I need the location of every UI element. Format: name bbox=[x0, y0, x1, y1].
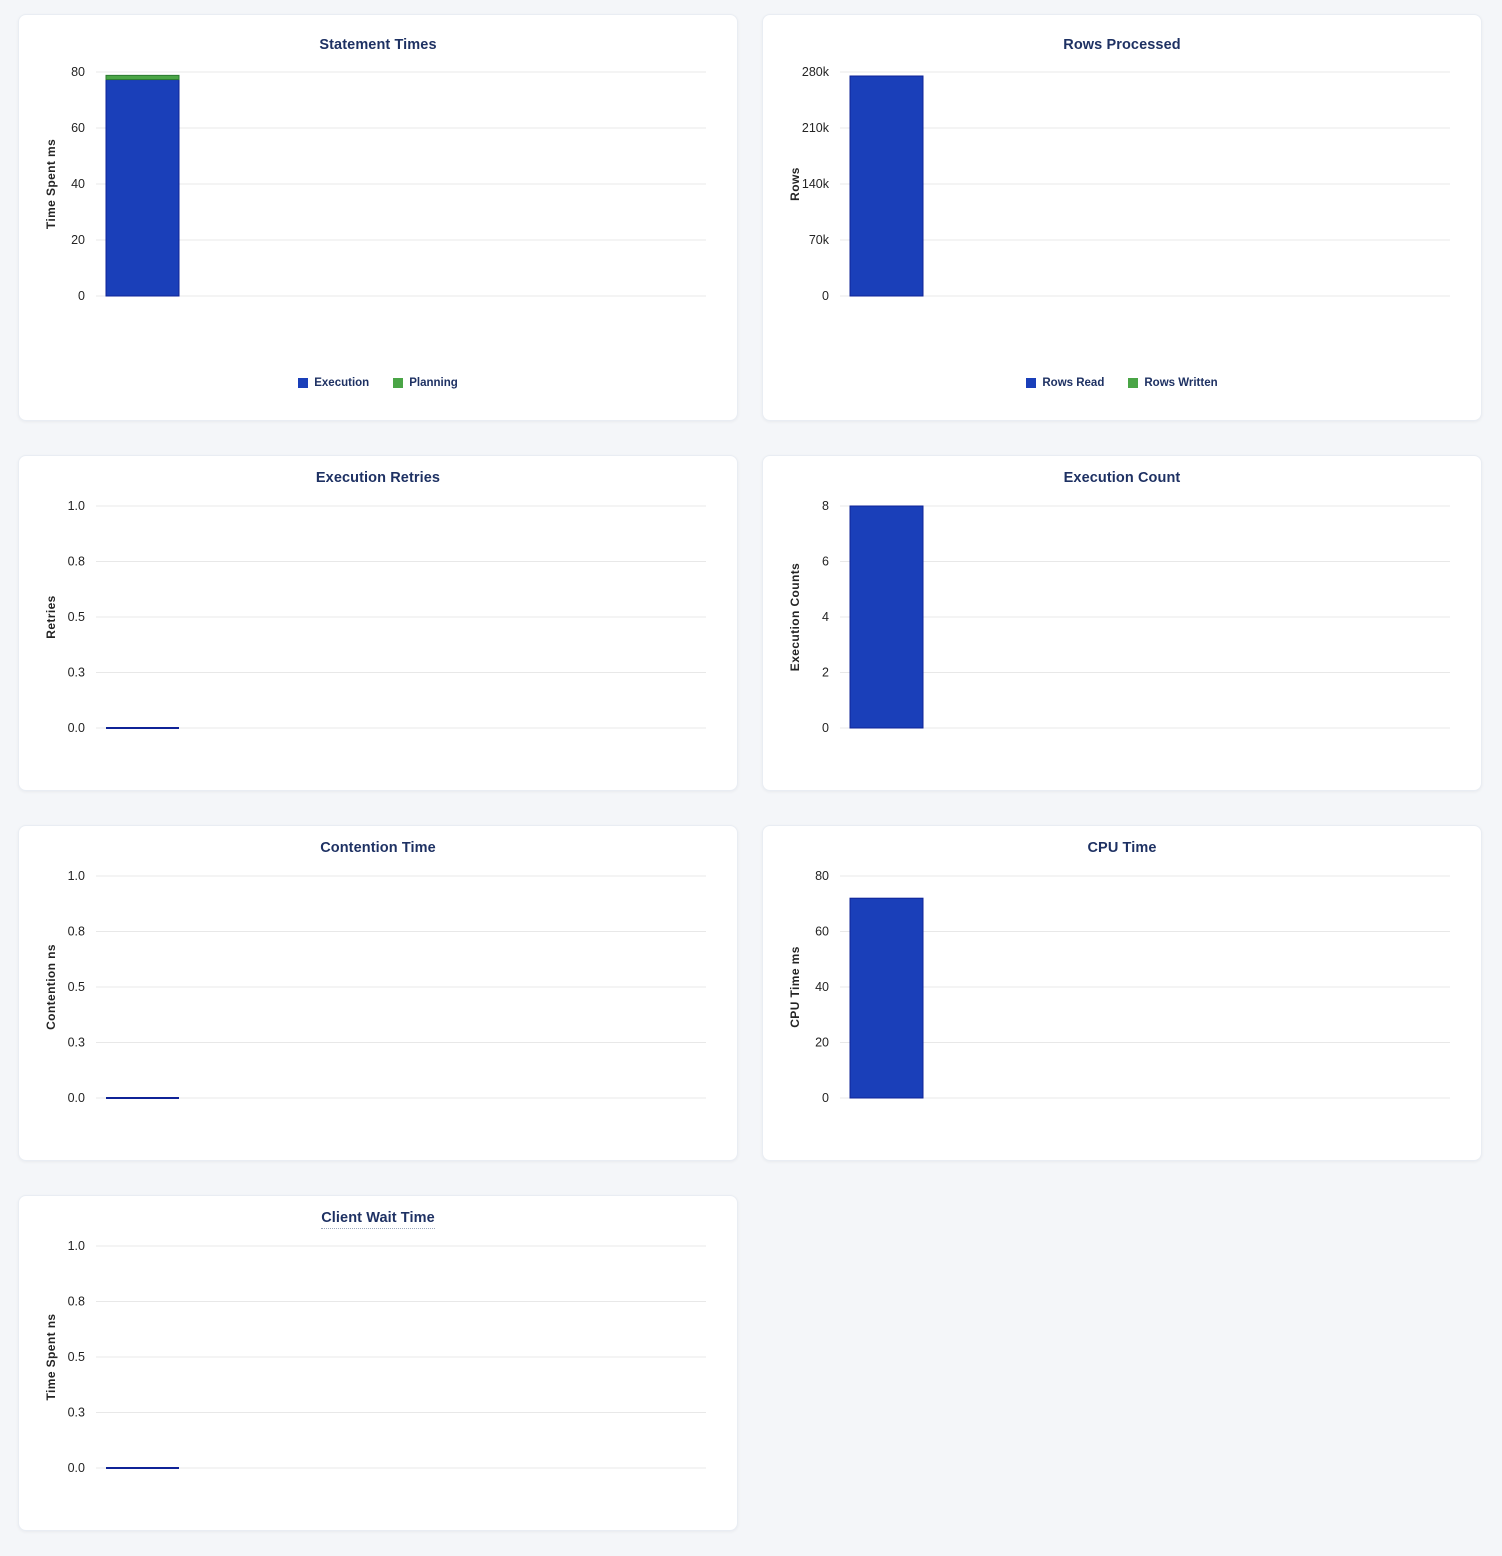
y-tick-label: 0.0 bbox=[68, 721, 85, 735]
legend-item-rows-written: Rows Written bbox=[1128, 377, 1218, 389]
y-axis-label: Retries bbox=[44, 595, 58, 639]
y-tick-label: 0.8 bbox=[68, 925, 85, 939]
chart-card-execution-count: Execution Count 0 2 4 6 8 Execution Counts bbox=[762, 455, 1482, 791]
chart-title-row: Client Wait Time bbox=[19, 1210, 737, 1229]
y-axis-label: Contention ns bbox=[44, 944, 58, 1030]
y-tick-label: 80 bbox=[815, 869, 829, 883]
y-axis-label: Rows bbox=[788, 167, 802, 201]
bar-execution-count[interactable] bbox=[849, 505, 924, 729]
legend-label: Planning bbox=[409, 377, 458, 389]
chart-title-row: Statement Times bbox=[19, 37, 737, 53]
chart-title: Statement Times bbox=[319, 37, 437, 53]
y-axis-label: CPU Time ms bbox=[788, 946, 802, 1028]
chart-canvas: 0 70k 140k 210k 280k Rows bbox=[788, 65, 1450, 303]
y-tick-label: 1.0 bbox=[68, 1239, 85, 1253]
y-tick-label: 0 bbox=[822, 721, 829, 735]
legend-swatch-blue bbox=[1026, 378, 1037, 388]
chart-card-execution-retries: Execution Retries 0.0 0.3 0.5 0.8 1.0 Retries bbox=[18, 455, 738, 791]
y-tick-label: 0.3 bbox=[68, 1036, 85, 1050]
chart-canvas: 0.0 0.3 0.5 0.8 1.0 Retries bbox=[44, 499, 706, 735]
y-tick-label: 0.3 bbox=[68, 1406, 85, 1420]
y-tick-label: 80 bbox=[71, 65, 85, 79]
y-tick-label: 8 bbox=[822, 499, 829, 513]
chart-title: Execution Retries bbox=[315, 470, 441, 486]
y-tick-label: 6 bbox=[822, 555, 829, 569]
y-tick-label: 0.5 bbox=[68, 980, 85, 994]
y-tick-label: 70k bbox=[809, 233, 830, 247]
y-axis-label: Time Spent ns bbox=[44, 1314, 58, 1401]
chart-card-client-wait-time: Client Wait Time 0.0 0.3 0.5 0.8 1.0 Time Spen… bbox=[18, 1195, 738, 1531]
legend-swatch-green bbox=[393, 378, 404, 388]
chart-canvas: 0 20 40 60 80 Time Spent ms bbox=[44, 65, 706, 303]
chart-card-contention-time: Contention Time 0.0 0.3 0.5 0.8 1.0 Contention… bbox=[18, 825, 738, 1161]
y-tick-label: 0 bbox=[822, 289, 829, 303]
chart-canvas: 0.0 0.3 0.5 0.8 1.0 Time Spent ns bbox=[44, 1239, 706, 1475]
y-tick-label: 60 bbox=[71, 121, 85, 135]
y-tick-label: 2 bbox=[822, 666, 829, 680]
chart-legend: Execution Planning bbox=[19, 377, 737, 389]
y-tick-label: 0 bbox=[822, 1091, 829, 1105]
y-tick-label: 1.0 bbox=[68, 499, 85, 513]
y-tick-label: 40 bbox=[71, 177, 85, 191]
y-tick-label: 4 bbox=[822, 610, 829, 624]
legend-label: Execution bbox=[314, 377, 370, 389]
bar-planning[interactable] bbox=[105, 74, 180, 81]
legend-item-execution: Execution bbox=[298, 377, 369, 389]
y-tick-label: 1.0 bbox=[68, 869, 85, 883]
y-tick-label: 0 bbox=[78, 289, 85, 303]
legend-swatch-green bbox=[1128, 378, 1139, 388]
legend-swatch-blue bbox=[298, 378, 309, 388]
legend-item-rows-read: Rows Read bbox=[1026, 377, 1104, 389]
chart-legend: Rows Read Rows Written bbox=[763, 377, 1481, 389]
chart-card-rows-processed: Rows Processed 0 70k 140k 210k 280k Rows Rows R… bbox=[762, 14, 1482, 421]
y-tick-label: 0.8 bbox=[68, 1295, 85, 1309]
legend-label: Rows Read bbox=[1042, 377, 1105, 389]
chart-title: Contention Time bbox=[320, 840, 436, 856]
bar-cpu-time[interactable] bbox=[849, 897, 924, 1099]
y-tick-label: 20 bbox=[71, 233, 85, 247]
chart-title: Rows Processed bbox=[1063, 37, 1181, 53]
chart-title-row: Execution Count bbox=[763, 470, 1481, 486]
y-tick-label: 0.8 bbox=[68, 555, 85, 569]
y-tick-label: 210k bbox=[802, 121, 830, 135]
y-tick-label: 60 bbox=[815, 925, 829, 939]
y-tick-label: 280k bbox=[802, 65, 830, 79]
legend-label: Rows Written bbox=[1144, 377, 1218, 389]
y-tick-label: 0.5 bbox=[68, 1350, 85, 1364]
chart-canvas: 0 20 40 60 80 CPU Time ms bbox=[788, 869, 1450, 1105]
y-tick-label: 0.5 bbox=[68, 610, 85, 624]
chart-card-statement-times: Statement Times 0 20 40 60 80 Time Spent ms Exe… bbox=[18, 14, 738, 421]
chart-card-cpu-time: CPU Time 0 20 40 60 80 CPU Time ms bbox=[762, 825, 1482, 1161]
y-axis-label: Execution Counts bbox=[788, 563, 802, 671]
y-tick-label: 0.0 bbox=[68, 1091, 85, 1105]
y-axis-label: Time Spent ms bbox=[44, 139, 58, 229]
chart-title-row: Rows Processed bbox=[763, 37, 1481, 53]
y-tick-label: 20 bbox=[815, 1036, 829, 1050]
chart-canvas: 0.0 0.3 0.5 0.8 1.0 Contention ns bbox=[44, 869, 706, 1105]
y-tick-label: 140k bbox=[802, 177, 830, 191]
chart-title[interactable]: Client Wait Time bbox=[321, 1210, 435, 1229]
chart-title-row: Contention Time bbox=[19, 840, 737, 856]
chart-title-row: Execution Retries bbox=[19, 470, 737, 486]
bar-rows-read[interactable] bbox=[849, 75, 924, 297]
bar-execution[interactable] bbox=[105, 79, 180, 297]
y-tick-label: 40 bbox=[815, 980, 829, 994]
chart-title-row: CPU Time bbox=[763, 840, 1481, 856]
chart-title: CPU Time bbox=[1087, 840, 1157, 856]
y-tick-label: 0.0 bbox=[68, 1461, 85, 1475]
legend-item-planning: Planning bbox=[393, 377, 458, 389]
chart-canvas: 0 2 4 6 8 Execution Counts bbox=[788, 499, 1450, 735]
chart-title: Execution Count bbox=[1063, 470, 1181, 486]
y-tick-label: 0.3 bbox=[68, 666, 85, 680]
